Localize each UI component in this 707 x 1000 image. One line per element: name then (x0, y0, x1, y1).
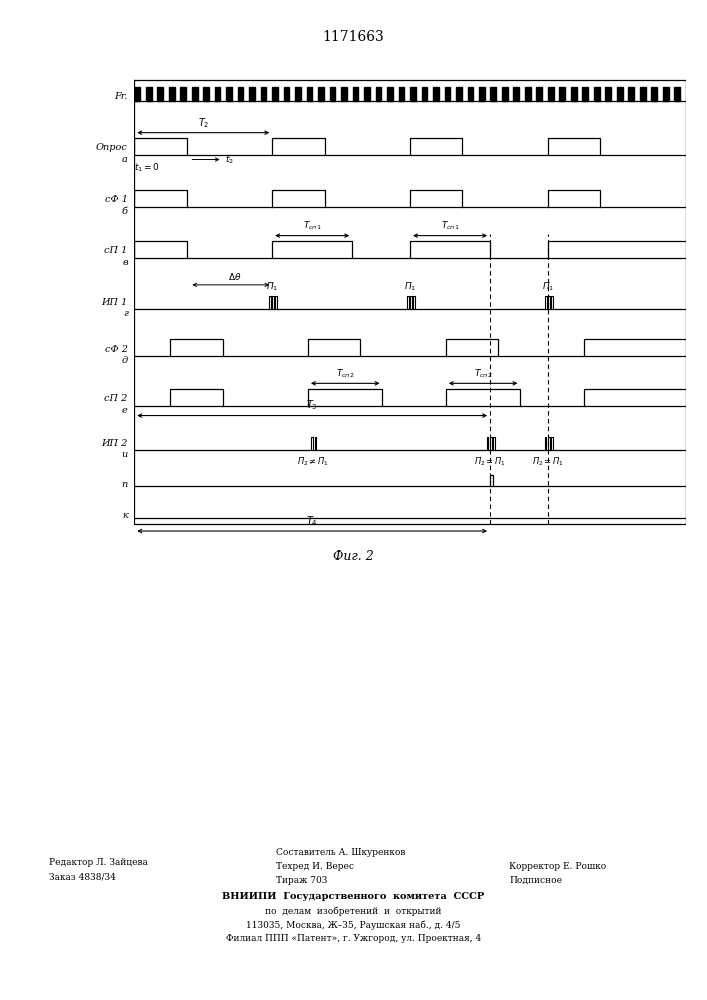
Text: д: д (122, 356, 128, 365)
Text: Опрос: Опрос (96, 143, 128, 152)
Text: Корректор Е. Рошко: Корректор Е. Рошко (509, 862, 607, 871)
Text: $T_{сп2}$: $T_{сп2}$ (474, 368, 492, 380)
Text: $t_1=0$: $t_1=0$ (134, 161, 160, 174)
Text: ИП 2: ИП 2 (101, 439, 128, 448)
Text: п: п (122, 480, 128, 489)
Text: Тираж 703: Тираж 703 (276, 876, 327, 885)
Text: Редактор Л. Зайцева: Редактор Л. Зайцева (49, 858, 148, 867)
Text: а: а (122, 155, 128, 164)
Text: Составитель А. Шкуренков: Составитель А. Шкуренков (276, 848, 405, 857)
Text: к: к (122, 511, 128, 520)
Text: г: г (123, 309, 128, 318)
Text: Fr.: Fr. (115, 92, 128, 101)
Text: 1171663: 1171663 (322, 30, 385, 44)
Text: 113035, Москва, Ж–35, Раушская наб., д. 4/5: 113035, Москва, Ж–35, Раушская наб., д. … (246, 920, 461, 930)
Text: $T_{сп2}$: $T_{сп2}$ (336, 368, 354, 380)
Text: ИП 1: ИП 1 (101, 298, 128, 307)
Text: и: и (122, 450, 128, 459)
Text: по  делам  изобретений  и  открытий: по делам изобретений и открытий (265, 906, 442, 916)
Text: $П_1$: $П_1$ (404, 281, 416, 293)
Text: Фиг. 2: Фиг. 2 (333, 550, 374, 562)
Text: $П_2=П_1$: $П_2=П_1$ (532, 456, 564, 468)
Text: сФ 2: сФ 2 (105, 345, 128, 354)
Text: $П_2=П_1$: $П_2=П_1$ (474, 456, 506, 468)
Text: сП 2: сП 2 (105, 394, 128, 403)
Text: ВНИИПИ  Государственного  комитета  СССР: ВНИИПИ Государственного комитета СССР (223, 892, 484, 901)
Text: $T_4$: $T_4$ (306, 514, 318, 528)
Text: $П_2\neq П_1$: $П_2\neq П_1$ (297, 456, 329, 468)
Text: $П_1$: $П_1$ (542, 281, 554, 293)
Text: Заказ 4838/34: Заказ 4838/34 (49, 872, 117, 881)
Text: е: е (122, 406, 128, 415)
Text: в: в (122, 258, 128, 267)
Text: $T_{сп1}$: $T_{сп1}$ (303, 220, 322, 232)
Text: сП 1: сП 1 (105, 246, 128, 255)
Text: $T_{сп1}$: $T_{сп1}$ (440, 220, 460, 232)
Text: сФ 1: сФ 1 (105, 195, 128, 204)
Text: $\Delta\theta$: $\Delta\theta$ (228, 271, 242, 282)
Text: $T_2$: $T_2$ (197, 116, 209, 130)
Text: Подписное: Подписное (509, 876, 562, 885)
Text: Филиал ППП «Патент», г. Ужгород, ул. Проектная, 4: Филиал ППП «Патент», г. Ужгород, ул. Про… (226, 934, 481, 943)
Text: $П_1$: $П_1$ (266, 281, 279, 293)
Text: $t_2$: $t_2$ (226, 153, 234, 166)
Text: Техред И. Верес: Техред И. Верес (276, 862, 354, 871)
Text: $T_3$: $T_3$ (306, 399, 318, 412)
Text: б: б (122, 207, 128, 216)
